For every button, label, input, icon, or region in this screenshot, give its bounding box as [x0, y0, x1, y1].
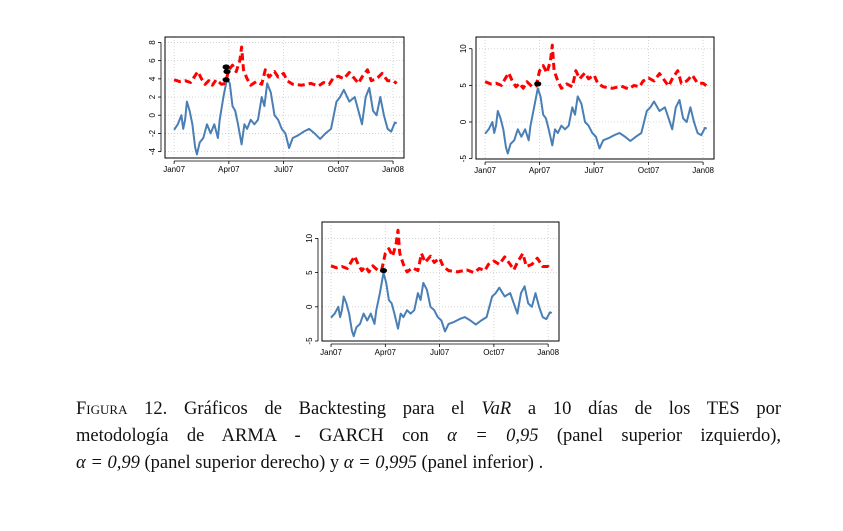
- plot-frame: [475, 36, 715, 160]
- y-tick-label: -5: [459, 155, 468, 163]
- plot-frame: [321, 221, 560, 342]
- x-tick-label: Oct07: [483, 348, 505, 357]
- var-series-line: [484, 43, 708, 91]
- y-tick-label: 5: [459, 83, 468, 88]
- y-tick-label: 0: [305, 304, 314, 309]
- y-tick-label: 10: [459, 44, 468, 53]
- exceedance-point: [222, 64, 230, 70]
- x-tick-label: Jul07: [585, 166, 605, 175]
- x-tick-label: Jan08: [692, 166, 714, 175]
- figure-caption: Figura 12. Gráficos de Backtesting para …: [76, 396, 781, 477]
- exceedance-point: [534, 81, 542, 87]
- var-series-line: [330, 228, 553, 275]
- exceedance-point: [379, 267, 388, 274]
- x-tick-label: Apr07: [218, 165, 240, 174]
- plot-frame: [164, 36, 405, 159]
- x-tick-label: Apr07: [529, 166, 551, 175]
- chart-panel-2: Jan07 Apr07 Jul07 Oct07 Jan08 -5 0 5 10: [459, 36, 715, 175]
- caption-label: Figura 12.: [76, 399, 168, 419]
- y-tick-label: -2: [148, 129, 157, 137]
- y-tick-label: 2: [148, 94, 157, 99]
- x-tick-label: Jul07: [430, 348, 450, 357]
- returns-series-line: [173, 77, 398, 156]
- caption-alpha: α = 0,95: [447, 426, 539, 446]
- returns-series-line: [484, 87, 708, 155]
- caption-var: VaR: [481, 399, 512, 419]
- y-tick-label: 6: [148, 58, 157, 63]
- caption-text: metodología de ARMA - GARCH con: [76, 426, 429, 446]
- y-tick-label: 5: [305, 270, 314, 275]
- y-tick-label: -4: [148, 148, 157, 156]
- caption-alpha: α = 0,99: [76, 453, 140, 473]
- x-tick-label: Jan08: [382, 165, 404, 174]
- y-tick-label: -5: [305, 337, 314, 345]
- exceedance-point: [223, 68, 231, 75]
- caption-text: a 10 días de los TES por: [527, 399, 782, 419]
- caption-alpha: α = 0,995: [343, 453, 417, 473]
- y-tick-label: 10: [305, 233, 314, 242]
- y-tick-label: 8: [148, 40, 157, 45]
- y-tick-label: 4: [148, 76, 157, 81]
- caption-text: (panel superior derecho) y: [144, 453, 340, 473]
- caption-text: Gráficos de Backtesting para el: [184, 399, 465, 419]
- x-tick-label: Apr07: [375, 348, 397, 357]
- chart-panel-3: Jan07 Apr07 Jul07 Oct07 Jan08 -5 0 5 10: [305, 221, 560, 357]
- x-tick-label: Jan08: [537, 348, 559, 357]
- x-tick-label: Oct07: [328, 165, 350, 174]
- backtesting-charts: Jan07 Apr07 Jul07 Oct07 Jan08 -4 -2 0 2 4 6 8 Jan07 A…: [148, 36, 715, 357]
- chart-panel-1: Jan07 Apr07 Jul07 Oct07 Jan08 -4 -2 0 2 4 6 8: [148, 36, 405, 174]
- var-series-line: [173, 45, 398, 88]
- y-tick-label: 0: [148, 112, 157, 117]
- returns-series-line: [330, 271, 553, 338]
- x-tick-label: Jan07: [163, 165, 185, 174]
- x-tick-label: Jan07: [474, 166, 496, 175]
- caption-text: (panel superior izquierdo),: [556, 426, 782, 446]
- x-tick-label: Oct07: [638, 166, 660, 175]
- exceedance-point: [222, 77, 230, 83]
- x-tick-label: Jan07: [320, 348, 342, 357]
- caption-text: (panel inferior) .: [421, 453, 544, 473]
- x-tick-label: Jul07: [274, 165, 294, 174]
- y-tick-label: 0: [459, 119, 468, 124]
